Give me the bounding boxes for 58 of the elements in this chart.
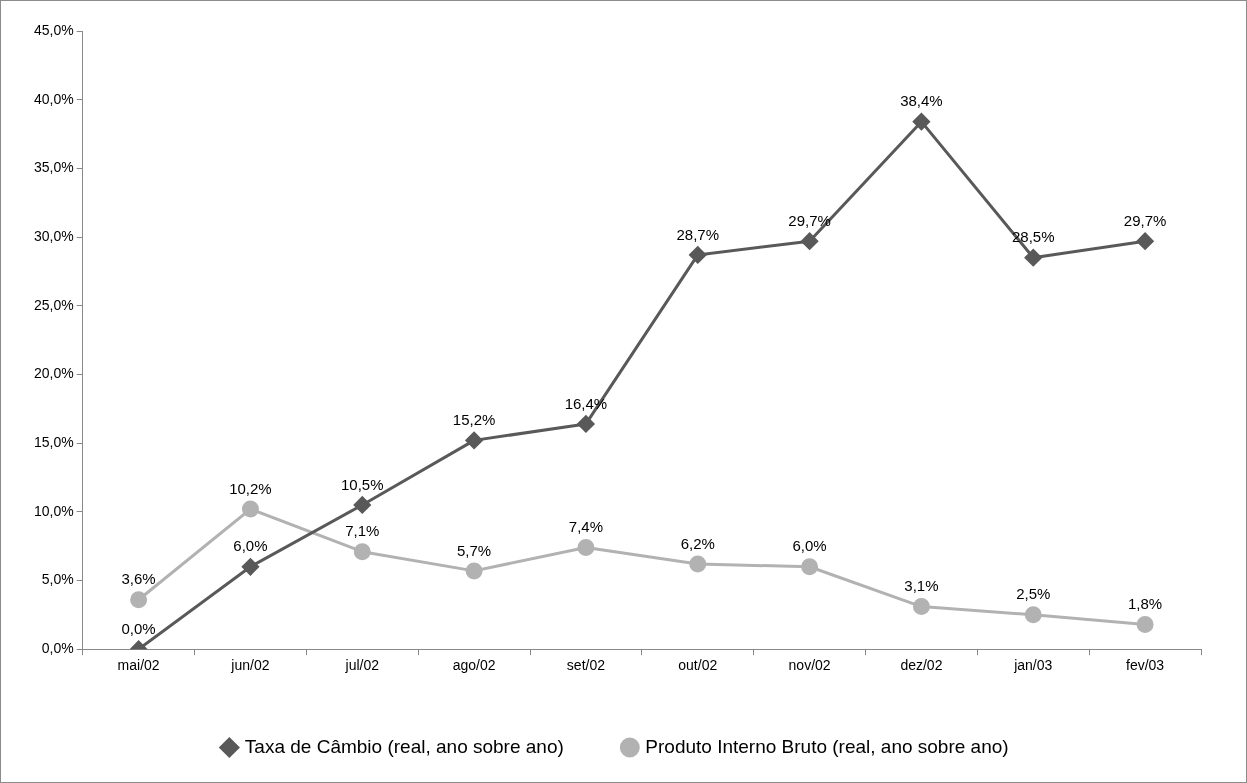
- data-label: 29,7%: [1123, 211, 1167, 229]
- point: [801, 558, 819, 576]
- legend-label: Taxa de Câmbio (real, ano sobre ano): [244, 735, 564, 757]
- data-label: 6,0%: [233, 537, 268, 555]
- data-label: 15,2%: [452, 411, 496, 429]
- point: [1024, 249, 1042, 267]
- x-tick-label: set/02: [566, 657, 606, 674]
- data-label: 7,1%: [345, 522, 380, 540]
- data-label: 3,6%: [121, 570, 156, 588]
- y-tick-label: 10,0%: [33, 502, 74, 519]
- x-tick-label: ago/02: [452, 657, 496, 674]
- data-label: 38,4%: [900, 92, 943, 110]
- data-label: 2,5%: [1016, 585, 1051, 603]
- y-tick-label: 20,0%: [33, 365, 74, 382]
- y-tick-label: 0,0%: [41, 640, 74, 657]
- data-label: 6,2%: [680, 534, 715, 552]
- point: [912, 113, 930, 131]
- point: [353, 496, 371, 514]
- point: [1136, 232, 1154, 250]
- point: [241, 500, 259, 518]
- x-tick-label: jun/02: [230, 657, 270, 674]
- x-tick-label: jan/03: [1013, 657, 1053, 674]
- data-label: 10,5%: [341, 475, 384, 493]
- point: [465, 431, 483, 449]
- point: [577, 539, 595, 557]
- point: [241, 558, 259, 576]
- data-label: 3,1%: [904, 577, 939, 595]
- y-tick-label: 15,0%: [33, 433, 74, 450]
- y-tick-label: 30,0%: [33, 227, 74, 244]
- point: [689, 246, 707, 264]
- x-tick-label: mai/02: [117, 657, 160, 674]
- data-label: 28,7%: [676, 225, 720, 243]
- point: [912, 598, 930, 616]
- x-tick-label: fev/03: [1126, 657, 1165, 674]
- x-tick-label: dez/02: [900, 657, 943, 674]
- y-tick-label: 35,0%: [33, 159, 74, 176]
- legend-label: Produto Interno Bruto (real, ano sobre ano): [645, 735, 1009, 757]
- data-label: 1,8%: [1127, 595, 1163, 613]
- point: [689, 555, 707, 573]
- x-tick-label: nov/02: [788, 657, 831, 674]
- point: [577, 415, 595, 433]
- data-label: 0,0%: [121, 619, 156, 637]
- point: [130, 591, 148, 609]
- y-tick-label: 40,0%: [33, 90, 74, 107]
- y-tick-label: 5,0%: [41, 571, 74, 588]
- point: [353, 543, 371, 561]
- y-tick-label: 25,0%: [33, 296, 74, 313]
- x-tick-label: jul/02: [344, 657, 380, 674]
- data-label: 5,7%: [457, 541, 492, 559]
- data-label: 7,4%: [568, 518, 604, 536]
- data-label: 6,0%: [792, 537, 827, 555]
- point: [801, 232, 819, 250]
- x-tick-label: out/02: [678, 657, 718, 674]
- point: [1136, 615, 1154, 633]
- y-tick-label: 45,0%: [33, 21, 74, 38]
- data-label: 10,2%: [229, 479, 272, 497]
- point: [1024, 606, 1042, 624]
- point: [465, 562, 483, 580]
